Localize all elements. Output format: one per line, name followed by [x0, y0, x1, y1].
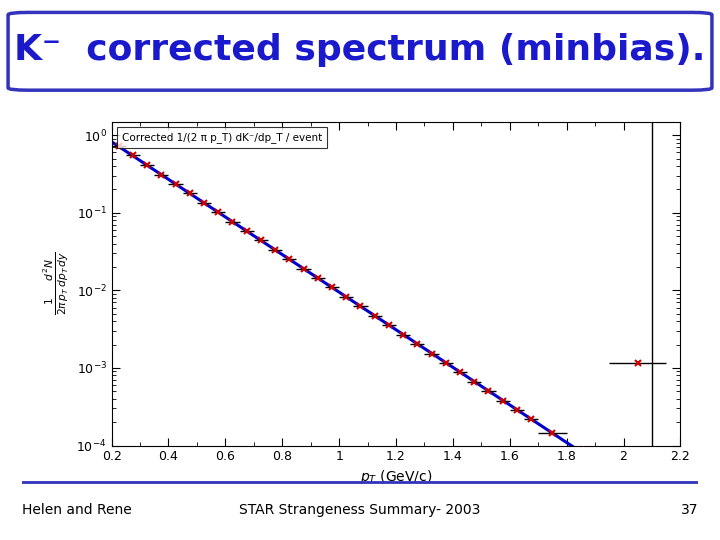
Text: Helen and Rene: Helen and Rene [22, 503, 131, 517]
Text: 37: 37 [681, 503, 698, 517]
FancyBboxPatch shape [8, 12, 712, 90]
X-axis label: $p_T$ (GeV/c): $p_T$ (GeV/c) [360, 468, 432, 485]
Y-axis label: $\frac{1}{2\pi\,p_T}\frac{d^2N}{dp_T\,dy}$: $\frac{1}{2\pi\,p_T}\frac{d^2N}{dp_T\,dy… [42, 252, 71, 315]
Text: STAR Strangeness Summary- 2003: STAR Strangeness Summary- 2003 [239, 503, 481, 517]
Text: K⁻  corrected spectrum (minbias).: K⁻ corrected spectrum (minbias). [14, 33, 706, 66]
Legend: Corrected 1/(2 π p_T) dK⁻/dp_T / event: Corrected 1/(2 π p_T) dK⁻/dp_T / event [117, 127, 328, 148]
